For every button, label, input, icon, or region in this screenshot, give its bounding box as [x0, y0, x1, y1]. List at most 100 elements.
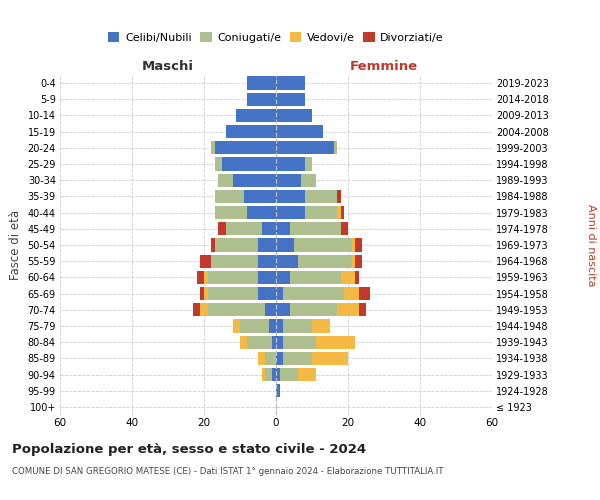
Bar	[276, 238, 294, 252]
Bar	[276, 303, 359, 316]
Bar	[276, 336, 355, 349]
Bar	[276, 303, 337, 316]
Bar	[211, 254, 276, 268]
Bar	[215, 206, 276, 220]
Bar	[233, 320, 276, 332]
Bar	[247, 336, 276, 349]
Bar	[276, 174, 316, 187]
Legend: Celibi/Nubili, Coniugati/e, Vedovi/e, Divorziati/e: Celibi/Nubili, Coniugati/e, Vedovi/e, Di…	[104, 28, 448, 47]
Bar	[276, 270, 359, 284]
Bar	[276, 222, 341, 235]
Bar	[204, 287, 276, 300]
Bar	[276, 92, 305, 106]
Bar	[276, 222, 341, 235]
Bar	[269, 320, 276, 332]
Bar	[204, 270, 276, 284]
Bar	[276, 320, 312, 332]
Bar	[215, 190, 276, 203]
Text: Popolazione per età, sesso e stato civile - 2024: Popolazione per età, sesso e stato civil…	[12, 442, 366, 456]
Bar	[215, 158, 276, 170]
Bar	[276, 384, 280, 398]
Bar	[215, 141, 276, 154]
Bar	[218, 222, 276, 235]
Bar	[276, 190, 337, 203]
Bar	[276, 336, 355, 349]
Bar	[226, 125, 276, 138]
Bar	[211, 254, 276, 268]
Bar	[215, 190, 276, 203]
Bar	[276, 141, 337, 154]
Bar	[272, 368, 276, 381]
Bar	[276, 352, 312, 365]
Bar	[262, 222, 276, 235]
Bar	[276, 254, 355, 268]
Bar	[247, 76, 276, 90]
Bar	[276, 76, 305, 90]
Bar	[226, 125, 276, 138]
Bar	[276, 109, 312, 122]
Bar	[236, 109, 276, 122]
Bar	[276, 76, 305, 90]
Bar	[218, 174, 276, 187]
Bar	[276, 158, 312, 170]
Bar	[276, 125, 323, 138]
Bar	[262, 368, 276, 381]
Bar	[276, 141, 334, 154]
Bar	[215, 158, 276, 170]
Bar	[276, 368, 316, 381]
Bar	[258, 287, 276, 300]
Bar	[276, 174, 301, 187]
Bar	[276, 320, 330, 332]
Bar	[240, 336, 276, 349]
Bar	[276, 141, 337, 154]
Bar	[276, 238, 362, 252]
Bar	[276, 92, 305, 106]
Bar	[276, 206, 341, 220]
Bar	[226, 125, 276, 138]
Bar	[276, 222, 348, 235]
Bar	[247, 92, 276, 106]
Bar	[208, 287, 276, 300]
Bar	[236, 109, 276, 122]
Bar	[258, 238, 276, 252]
Bar	[265, 368, 276, 381]
Bar	[276, 254, 362, 268]
Bar	[276, 125, 323, 138]
Bar	[272, 336, 276, 349]
Bar	[276, 384, 280, 398]
Bar	[226, 222, 276, 235]
Bar	[276, 92, 305, 106]
Bar	[200, 254, 276, 268]
Bar	[276, 238, 352, 252]
Y-axis label: Fasce di età: Fasce di età	[9, 210, 22, 280]
Bar	[233, 320, 276, 332]
Bar	[208, 303, 276, 316]
Bar	[276, 270, 355, 284]
Bar	[247, 76, 276, 90]
Bar	[276, 206, 344, 220]
Bar	[276, 206, 305, 220]
Bar	[276, 109, 312, 122]
Bar	[276, 190, 305, 203]
Bar	[276, 336, 316, 349]
Bar	[211, 141, 276, 154]
Bar	[262, 368, 276, 381]
Bar	[276, 270, 290, 284]
Bar	[258, 254, 276, 268]
Bar	[233, 174, 276, 187]
Bar	[197, 270, 276, 284]
Bar	[276, 368, 316, 381]
Bar	[258, 352, 276, 365]
Bar	[276, 109, 312, 122]
Bar	[276, 287, 283, 300]
Bar	[218, 174, 276, 187]
Bar	[276, 109, 312, 122]
Bar	[200, 303, 276, 316]
Bar	[211, 141, 276, 154]
Bar	[236, 109, 276, 122]
Bar	[276, 352, 348, 365]
Bar	[276, 76, 305, 90]
Bar	[215, 190, 276, 203]
Bar	[276, 352, 348, 365]
Bar	[276, 125, 323, 138]
